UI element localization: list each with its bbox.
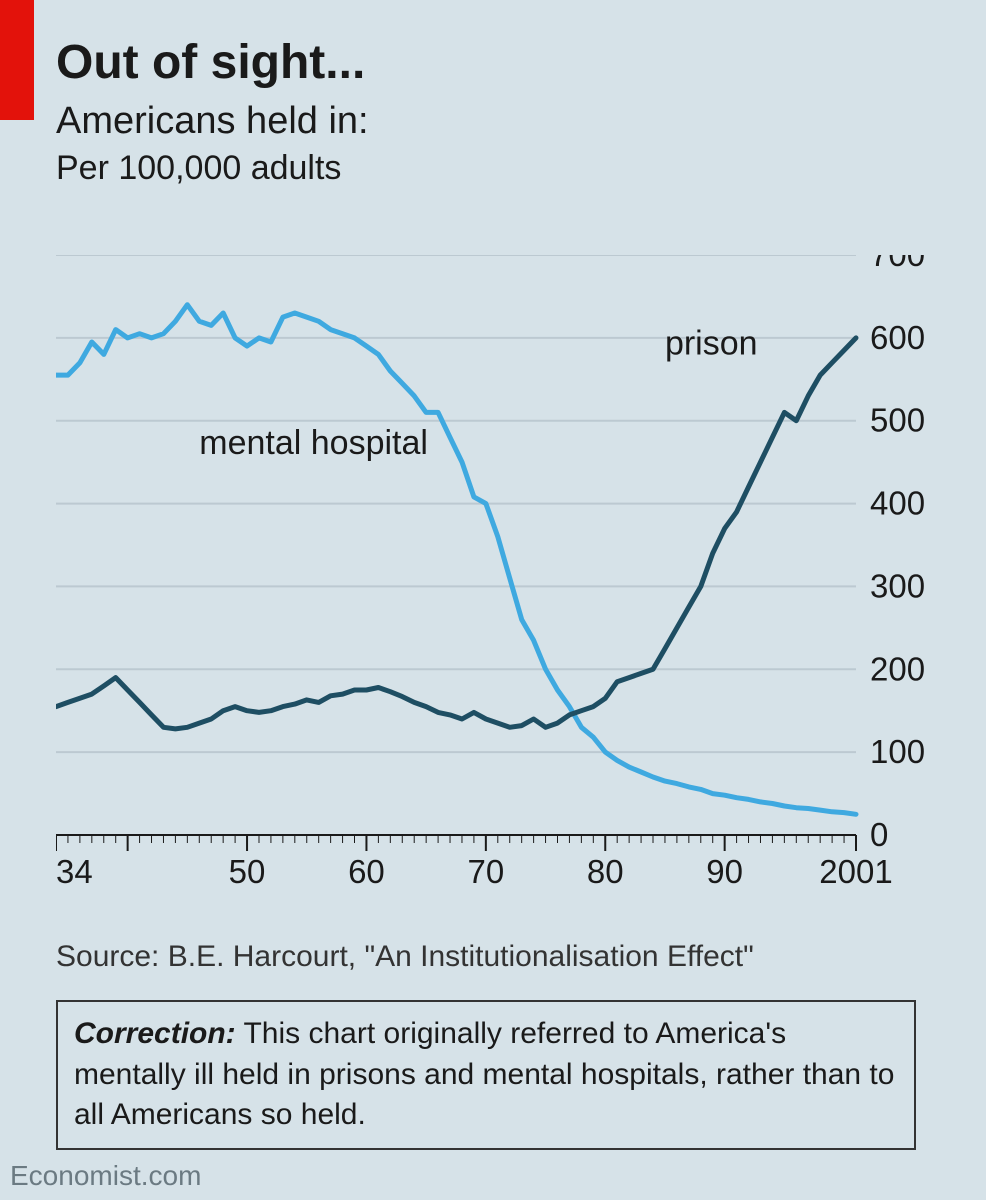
svg-text:60: 60 <box>348 853 385 885</box>
svg-text:prison: prison <box>665 324 758 362</box>
chart-subtitle: Americans held in: <box>56 100 369 143</box>
correction-lead: Correction: <box>74 1017 236 1050</box>
svg-text:70: 70 <box>467 853 504 885</box>
chart-subnote: Per 100,000 adults <box>56 149 369 188</box>
footer-attribution: Economist.com <box>10 1160 201 1192</box>
svg-text:50: 50 <box>229 853 266 885</box>
chart-plot: 0 100 200 300 400 500 600 700 1934 50 60 70 80 90 2001… <box>56 255 926 885</box>
chart-header: Out of sight... Americans held in: Per 1… <box>56 35 369 188</box>
svg-text:500: 500 <box>870 402 925 439</box>
svg-text:600: 600 <box>870 319 925 356</box>
source-line: Source: B.E. Harcourt, "An Institutional… <box>56 940 754 974</box>
svg-text:100: 100 <box>870 733 925 770</box>
chart-svg: 0 100 200 300 400 500 600 700 1934 50 60 70 80 90 2001… <box>56 255 926 885</box>
accent-bar <box>0 0 34 120</box>
svg-text:0: 0 <box>870 816 888 853</box>
svg-text:700: 700 <box>870 255 925 273</box>
svg-text:300: 300 <box>870 567 925 604</box>
svg-text:1934: 1934 <box>56 853 93 885</box>
svg-text:400: 400 <box>870 485 925 522</box>
svg-text:2001: 2001 <box>819 853 892 885</box>
svg-text:80: 80 <box>587 853 624 885</box>
svg-text:200: 200 <box>870 650 925 687</box>
correction-box: Correction: This chart originally referr… <box>56 1000 916 1150</box>
svg-text:mental hospital: mental hospital <box>199 424 428 462</box>
svg-text:90: 90 <box>706 853 743 885</box>
chart-title: Out of sight... <box>56 35 369 90</box>
